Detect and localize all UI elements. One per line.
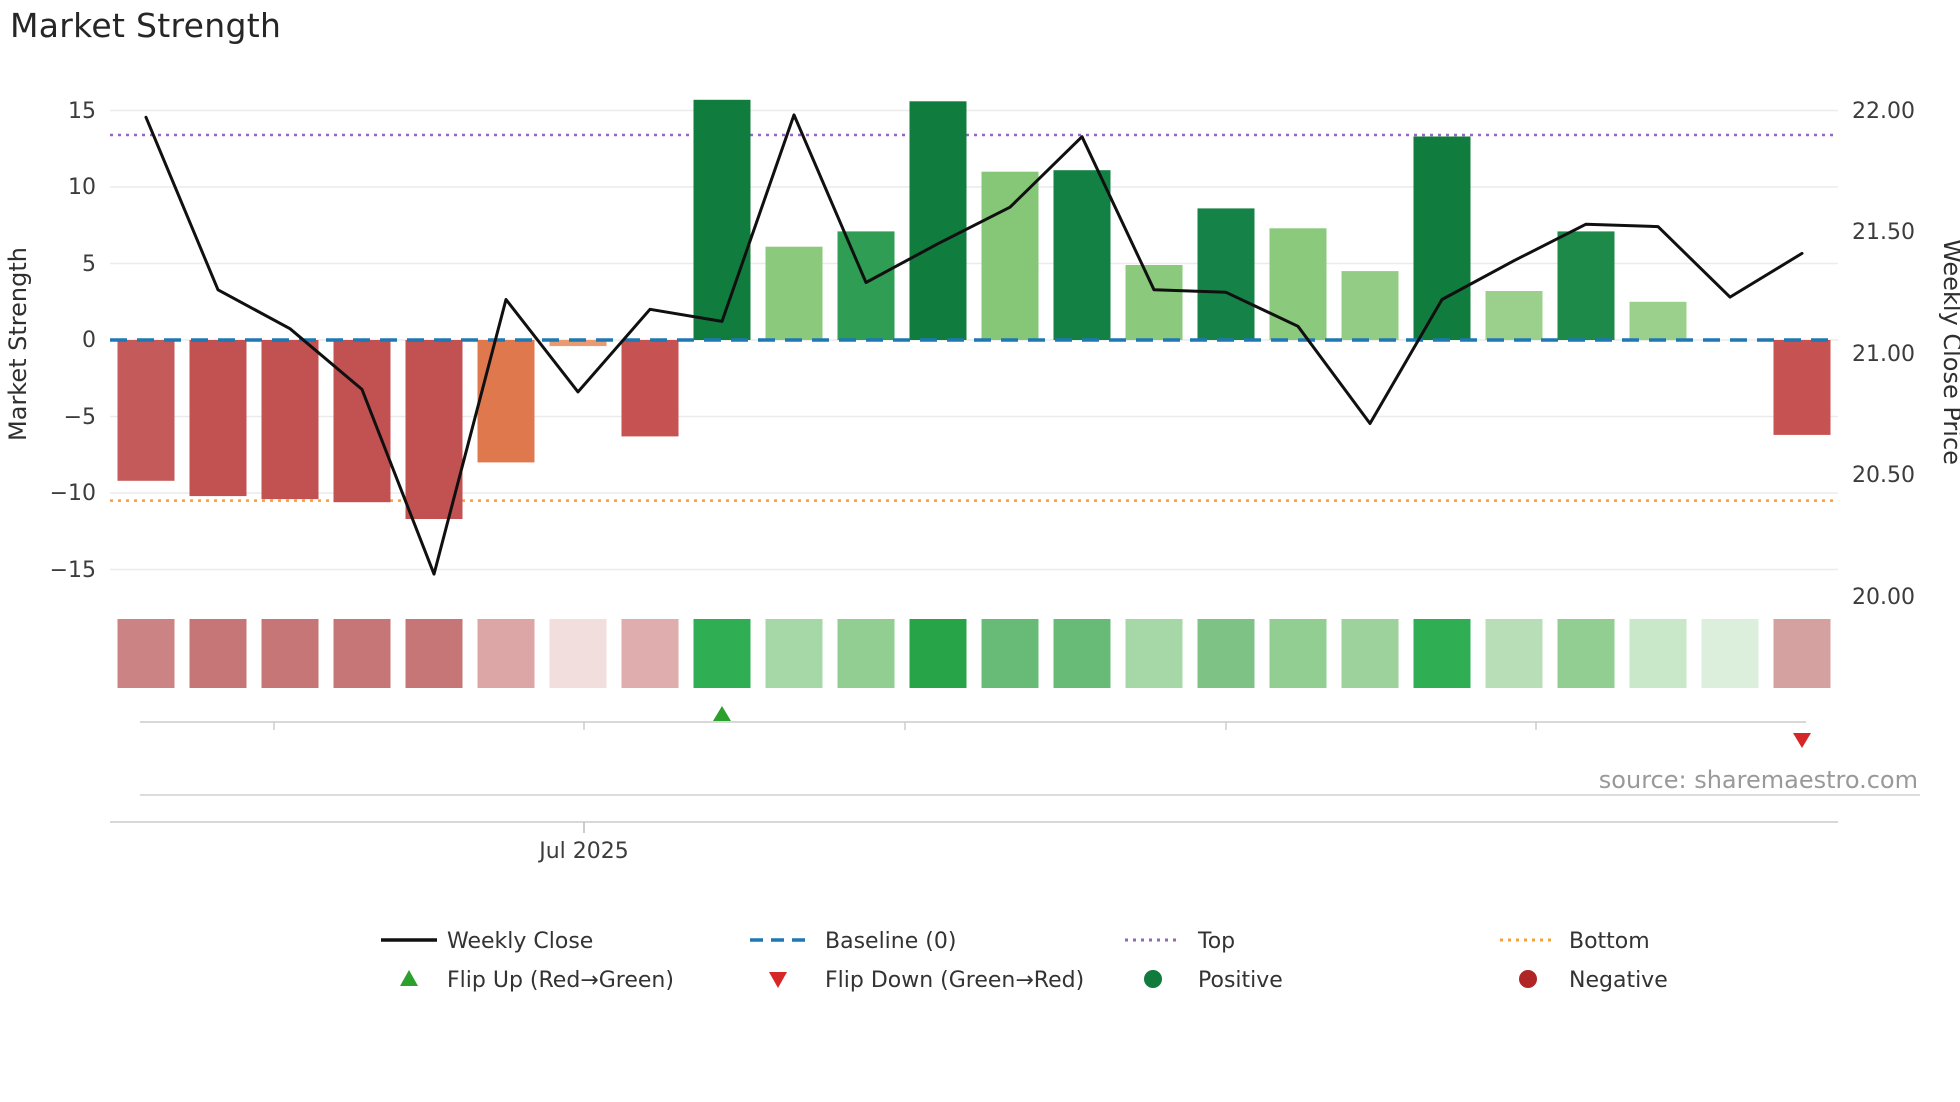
strength-bar[interactable] [909, 101, 967, 340]
left-tick-label: 0 [82, 328, 96, 353]
heatmap-cell[interactable] [1557, 619, 1615, 688]
strength-bar[interactable] [333, 340, 391, 503]
strength-bar[interactable] [621, 340, 679, 437]
triangle-down-icon [769, 972, 787, 988]
axis-labels: 15 10 5 0 −5 −10 −15 22.00 21.50 21.00 2… [4, 99, 1960, 864]
heatmap-cell[interactable] [693, 619, 751, 688]
heatmap-cell[interactable] [1485, 619, 1543, 688]
left-tick-label: 15 [68, 99, 96, 124]
strength-bar[interactable] [837, 231, 895, 340]
heatmap-cell[interactable] [621, 619, 679, 688]
flip-down-marker [1793, 733, 1811, 748]
plot-area [110, 99, 1838, 748]
legend-label: Positive [1198, 968, 1283, 993]
heatmap-cell[interactable] [405, 619, 463, 688]
legend-label: Flip Up (Red→Green) [447, 968, 674, 993]
legend-label: Bottom [1569, 929, 1650, 954]
left-tick-label: −5 [64, 405, 96, 430]
chart-title: Market Strength [10, 6, 282, 45]
right-tick-label: 22.00 [1852, 99, 1915, 124]
static-frame [110, 721, 1920, 833]
weekly-close-line [144, 113, 1804, 576]
heatmap-cell[interactable] [261, 619, 319, 688]
strength-bar[interactable] [981, 171, 1039, 340]
heatmap-cell[interactable] [1053, 619, 1111, 688]
left-tick-label: 5 [82, 252, 96, 277]
heatmap-cell[interactable] [837, 619, 895, 688]
legend-item-flip-up[interactable]: Flip Up (Red→Green) [400, 968, 674, 993]
negative-dot-icon [1519, 970, 1537, 988]
heatmap-cell[interactable] [909, 619, 967, 688]
legend-label: Baseline (0) [825, 929, 956, 954]
left-tick-label: −10 [50, 481, 96, 506]
legend-label: Weekly Close [447, 929, 593, 954]
strength-bar[interactable] [1053, 170, 1111, 340]
heatmap-cell[interactable] [1269, 619, 1327, 688]
heatmap-cell[interactable] [1125, 619, 1183, 688]
heatmap-cell[interactable] [1701, 619, 1759, 688]
strength-bar[interactable] [1269, 228, 1327, 340]
legend-item-baseline[interactable]: Baseline (0) [750, 929, 956, 954]
legend-item-top[interactable]: Top [1125, 929, 1235, 954]
positive-dot-icon [1144, 970, 1162, 988]
heatmap-cell[interactable] [1197, 619, 1255, 688]
triangle-up-icon [400, 970, 418, 986]
x-tick-label: Jul 2025 [537, 839, 629, 864]
strength-bar[interactable] [693, 99, 751, 340]
strength-bar[interactable] [1413, 136, 1471, 341]
strength-bar[interactable] [1773, 340, 1831, 435]
legend-label: Top [1197, 929, 1235, 954]
heatmap-cell[interactable] [333, 619, 391, 688]
legend-label: Negative [1569, 968, 1668, 993]
right-tick-label: 20.00 [1852, 585, 1915, 610]
strength-bar[interactable] [117, 340, 175, 481]
strength-bar[interactable] [1341, 271, 1399, 340]
heatmap-cell[interactable] [1773, 619, 1831, 688]
strength-bar[interactable] [477, 340, 535, 463]
heatmap-cell[interactable] [189, 619, 247, 688]
strength-bar[interactable] [405, 340, 463, 519]
strength-bar[interactable] [1197, 208, 1255, 340]
strength-bar[interactable] [1125, 265, 1183, 340]
chart-legend: Weekly Close Baseline (0) Top Bottom Fli… [381, 929, 1668, 993]
right-axis-title: Weekly Close Price [1938, 239, 1960, 465]
heatmap-cell[interactable] [477, 619, 535, 688]
strength-bar[interactable] [1485, 291, 1543, 340]
heatmap-cell[interactable] [1341, 619, 1399, 688]
legend-item-positive[interactable]: Positive [1144, 968, 1283, 993]
heatmap-cell[interactable] [1413, 619, 1471, 688]
left-axis-title: Market Strength [4, 247, 32, 441]
heatmap-cell[interactable] [549, 619, 607, 688]
heatmap-cell[interactable] [981, 619, 1039, 688]
strength-bar[interactable] [1629, 301, 1687, 341]
heatmap-cell[interactable] [117, 619, 175, 688]
strength-bar[interactable] [261, 340, 319, 500]
legend-item-negative[interactable]: Negative [1519, 968, 1668, 993]
legend-item-weekly-close[interactable]: Weekly Close [381, 929, 593, 954]
legend-item-flip-down[interactable]: Flip Down (Green→Red) [769, 968, 1084, 993]
legend-item-bottom[interactable]: Bottom [1500, 929, 1650, 954]
strength-bar[interactable] [765, 246, 823, 340]
flip-up-marker [713, 706, 731, 721]
heatmap-cell[interactable] [765, 619, 823, 688]
strength-bar[interactable] [1557, 231, 1615, 340]
right-tick-label: 21.00 [1852, 342, 1915, 367]
right-tick-label: 20.50 [1852, 463, 1915, 488]
left-tick-label: −15 [50, 558, 96, 583]
left-tick-label: 10 [68, 175, 96, 200]
strength-bar[interactable] [549, 340, 607, 347]
source-attribution: source: sharemaestro.com [1599, 766, 1918, 794]
right-tick-label: 21.50 [1852, 220, 1915, 245]
heatmap-cell[interactable] [1629, 619, 1687, 688]
legend-label: Flip Down (Green→Red) [825, 968, 1084, 993]
strength-bar[interactable] [189, 340, 247, 497]
